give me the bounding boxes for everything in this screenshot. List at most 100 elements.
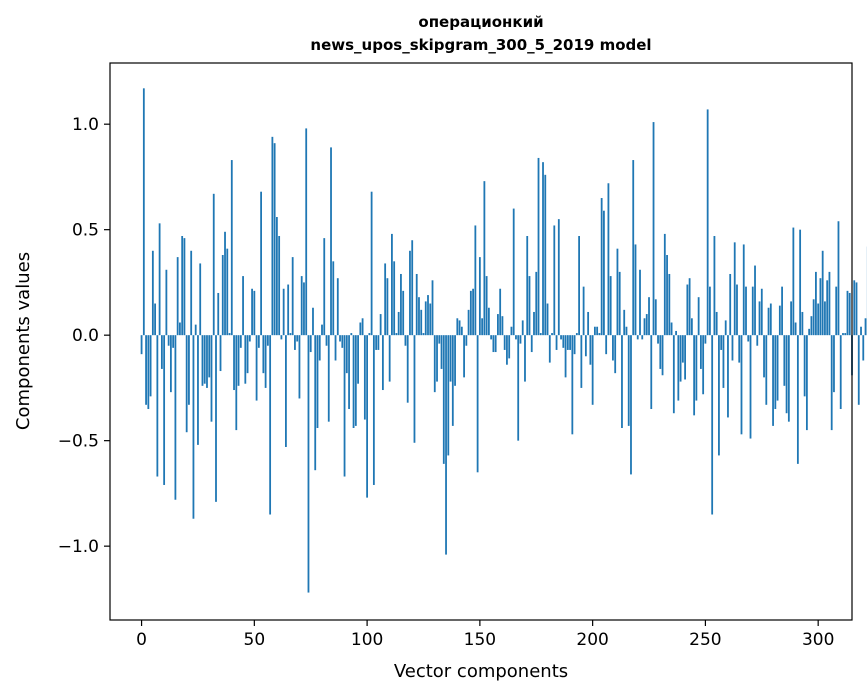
- bar-273: [756, 335, 759, 346]
- bar-119: [409, 250, 411, 336]
- bar-299: [815, 271, 817, 336]
- bar-94: [352, 335, 355, 428]
- bar-255: [715, 311, 718, 336]
- bar-313: [846, 290, 849, 336]
- bar-66: [289, 333, 292, 336]
- bar-190: [569, 335, 571, 350]
- y-tick-label: 0.0: [72, 326, 99, 346]
- bar-220: [636, 335, 639, 340]
- bar-224: [645, 314, 648, 336]
- bar-10: [163, 335, 166, 485]
- bar-39: [228, 333, 231, 336]
- bar-296: [808, 328, 811, 336]
- y-axis-ticks: −1.0 −0.5 0.0 0.5 1.0: [58, 115, 110, 557]
- bar-125: [422, 333, 425, 336]
- bar-251: [706, 109, 709, 336]
- bar-261: [729, 273, 732, 336]
- bar-206: [605, 335, 608, 355]
- bar-243: [688, 278, 691, 336]
- bar-126: [424, 301, 427, 336]
- bar-241: [684, 335, 686, 380]
- bar-47: [246, 335, 249, 374]
- bar-148: [474, 225, 477, 336]
- bar-232: [663, 233, 666, 336]
- bar-184: [555, 335, 558, 350]
- bar-74: [307, 335, 310, 593]
- bar-54: [262, 335, 265, 374]
- bar-21: [188, 335, 190, 405]
- bar-228: [654, 299, 657, 336]
- bar-155: [490, 335, 493, 340]
- bar-307: [833, 335, 835, 393]
- bar-298: [812, 299, 815, 336]
- bar-11: [165, 269, 168, 336]
- bar-242: [686, 284, 689, 336]
- bar-230: [659, 335, 662, 369]
- bar-193: [575, 333, 578, 336]
- bar-103: [372, 335, 375, 485]
- bar-304: [826, 280, 829, 336]
- bar-27: [201, 335, 204, 386]
- bar-207: [607, 183, 610, 336]
- bar-12: [167, 335, 170, 346]
- bar-147: [472, 288, 474, 336]
- bar-104: [375, 335, 378, 350]
- bar-139: [454, 335, 456, 386]
- bar-316: [853, 280, 856, 336]
- bar-134: [442, 335, 445, 464]
- bar-205: [603, 210, 605, 336]
- bar-43: [237, 335, 240, 386]
- bar-264: [736, 284, 738, 336]
- bar-202: [596, 326, 599, 336]
- bar-146: [469, 290, 472, 336]
- bar-52: [257, 335, 260, 348]
- bar-53: [260, 191, 262, 336]
- bar-234: [668, 273, 671, 336]
- bar-49: [251, 288, 253, 336]
- bar-217: [630, 335, 632, 475]
- bar-218: [632, 160, 635, 336]
- bar-80: [321, 324, 323, 336]
- bar-223: [643, 318, 646, 336]
- bar-40: [230, 160, 233, 336]
- bar-177: [539, 333, 542, 336]
- bar-136: [447, 335, 450, 456]
- bar-310: [839, 335, 842, 410]
- bar-294: [803, 335, 806, 397]
- bar-265: [738, 335, 741, 363]
- bar-289: [792, 227, 795, 336]
- bar-199: [589, 335, 592, 365]
- bar-75: [309, 335, 312, 353]
- bar-231: [661, 335, 664, 376]
- bar-60: [275, 217, 278, 336]
- y-tick-label: 1.0: [72, 115, 99, 135]
- bar-194: [578, 236, 580, 336]
- bar-283: [778, 305, 781, 336]
- bar-166: [515, 335, 517, 340]
- bar-168: [519, 335, 522, 344]
- bar-90: [343, 335, 346, 477]
- bar-229: [657, 335, 659, 344]
- bar-270: [749, 335, 752, 439]
- bar-238: [677, 335, 680, 401]
- bar-253: [711, 335, 714, 515]
- bar-111: [391, 233, 393, 336]
- bar-284: [781, 286, 783, 336]
- y-axis-label: Components values: [13, 252, 34, 430]
- bar-71: [300, 276, 303, 336]
- bar-57: [269, 335, 272, 515]
- bar-59: [273, 143, 276, 336]
- bar-30: [208, 335, 211, 378]
- bar-189: [566, 335, 569, 350]
- bar-101: [368, 333, 371, 336]
- bar-44: [239, 335, 242, 348]
- bar-160: [501, 316, 504, 336]
- bar-263: [733, 242, 736, 336]
- bar-116: [402, 290, 405, 336]
- bar-102: [370, 191, 373, 336]
- bar-19: [183, 238, 186, 336]
- bar-114: [397, 311, 400, 336]
- bar-191: [571, 335, 574, 435]
- bar-157: [494, 335, 497, 353]
- bar-93: [350, 333, 353, 336]
